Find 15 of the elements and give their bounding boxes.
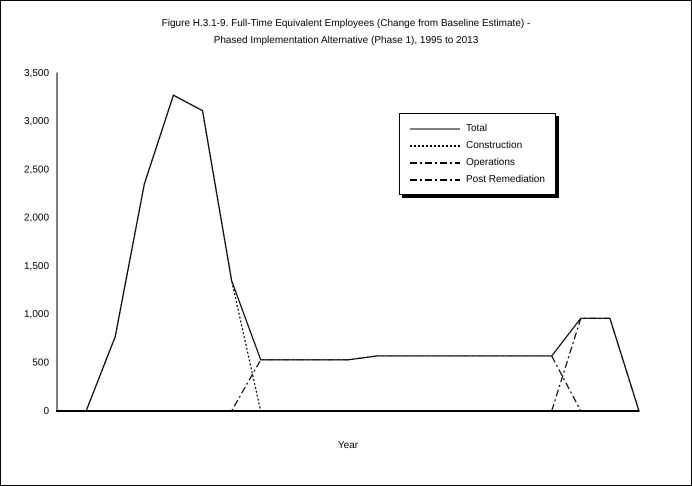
y-tick-label: 3,500 [24, 68, 50, 79]
legend-label: Operations [466, 157, 515, 168]
text: Figure H.3.1-9. Full-Time Equivalent Employees (Change from Baseline Estimate) - [162, 18, 530, 29]
text: Phased Implementation Alternative (Phase 1), 1995 to 2013 [214, 35, 478, 46]
y-tick-label: 2,500 [24, 164, 50, 176]
legend-label: Post Remediation [466, 174, 545, 185]
y-tick-label: 0 [43, 406, 50, 417]
y-tick-label: 3,000 [24, 116, 50, 128]
y-tick-label: 2,000 [24, 212, 50, 224]
y-tick-label: 1,500 [24, 260, 50, 272]
y-tick-label: 500 [32, 357, 50, 368]
y-tick-label: 1,000 [24, 309, 50, 320]
legend-label: Construction [466, 140, 522, 151]
x-axis-title: Year [338, 440, 359, 451]
legend-label: Total [466, 123, 488, 134]
